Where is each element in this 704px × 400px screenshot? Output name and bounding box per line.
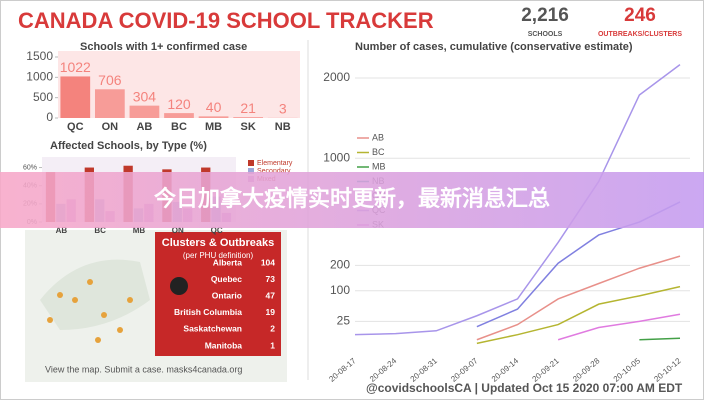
chart-title: Number of cases, cumulative (conservativ… — [355, 41, 633, 53]
map-caption: View the map. Submit a case. masks4canad… — [45, 364, 242, 374]
y-tick-label: 100 — [330, 283, 350, 297]
legend-label: BC — [372, 147, 385, 157]
x-tick-label: AB — [136, 121, 152, 133]
y-tick-label: 1000 — [26, 70, 53, 84]
data-label: 706 — [98, 72, 122, 88]
cluster-name: Ontario — [212, 290, 242, 300]
data-label: 3 — [279, 101, 287, 117]
cluster-count: 2 — [270, 324, 275, 334]
bar — [129, 105, 160, 118]
line — [354, 64, 681, 336]
line — [639, 337, 681, 341]
icon — [170, 277, 188, 295]
bar — [233, 117, 264, 118]
x-tick-label: SK — [241, 121, 256, 133]
stat-label: OUTBREAKS/CLUSTERS — [598, 31, 682, 38]
y-tick-label: 2000 — [323, 70, 350, 84]
y-tick-label: 200 — [330, 258, 350, 272]
chart-title: Schools with 1+ confirmed case — [80, 41, 247, 53]
footer: @covidschoolsCA | Updated Oct 15 2020 07… — [366, 381, 683, 395]
cluster-count: 104 — [261, 257, 275, 267]
stat-value: 2,216 — [521, 5, 569, 26]
x-tick-label: BC — [171, 121, 187, 133]
x-tick-label: ON — [102, 121, 119, 133]
x-tick-label: NB — [275, 121, 291, 133]
map-markers — [47, 279, 133, 343]
cluster-count: 1 — [270, 340, 275, 350]
legend-label: AB — [372, 132, 384, 142]
legend-label: Elementary — [257, 160, 293, 167]
x-tick-label: BC — [94, 226, 106, 235]
cluster-name: Manitoba — [205, 340, 243, 350]
bar — [198, 116, 229, 118]
x-tick-label: MB — [133, 226, 146, 235]
bar — [60, 76, 91, 118]
x-tick-label: QC — [211, 226, 223, 235]
data-label: 1022 — [60, 59, 91, 75]
y-tick-label: 1000 — [323, 150, 350, 164]
data-label: 40 — [206, 99, 222, 115]
legend-swatch — [248, 168, 254, 174]
x-tick-label: ON — [172, 226, 184, 235]
banner-text: 今日加拿大疫情实时更新，最新消息汇总 — [154, 186, 550, 211]
y-tick-label: 25 — [337, 314, 351, 328]
cluster-name: Quebec — [211, 274, 242, 284]
cluster-name: British Columbia — [174, 307, 242, 317]
legend-swatch — [248, 160, 254, 166]
x-tick-label: AB — [56, 226, 68, 235]
cluster-count: 73 — [266, 274, 276, 284]
clusters-title: Clusters & Outbreaks — [162, 237, 274, 249]
data-label: 304 — [133, 88, 157, 104]
header-title: CANADA COVID-19 SCHOOL TRACKER — [18, 8, 434, 33]
y-tick-label: 1500 — [26, 49, 53, 63]
y-tick-label: 60% — [23, 164, 37, 171]
cluster-count: 19 — [266, 307, 276, 317]
cluster-count: 47 — [266, 290, 276, 300]
x-tick-label: MB — [205, 121, 222, 133]
line — [476, 255, 681, 341]
cluster-name: Alberta — [213, 257, 243, 267]
map-land — [40, 259, 150, 330]
data-label: 21 — [240, 100, 256, 116]
legend-label: MB — [372, 161, 386, 171]
data-label: 120 — [167, 96, 191, 112]
clusters-table: Alberta 104 Quebec 73 Ontario 47 British Colum… — [174, 257, 275, 350]
stat-value: 246 — [624, 5, 656, 26]
clusters-subtitle: (per PHU definition) — [183, 251, 254, 260]
stat-label: SCHOOLS — [528, 31, 563, 38]
banner — [0, 172, 704, 228]
legend-label: Secondary — [257, 168, 291, 175]
line — [476, 285, 681, 345]
bar — [164, 113, 194, 118]
line — [557, 313, 681, 341]
y-tick-label: 0 — [46, 110, 53, 124]
chart-title: Affected Schools, by Type (%) — [50, 140, 207, 152]
y-tick-label: 500 — [33, 90, 53, 104]
cluster-name: Saskatchewan — [183, 324, 242, 334]
x-tick-label: QC — [67, 121, 84, 133]
bar — [94, 89, 125, 118]
